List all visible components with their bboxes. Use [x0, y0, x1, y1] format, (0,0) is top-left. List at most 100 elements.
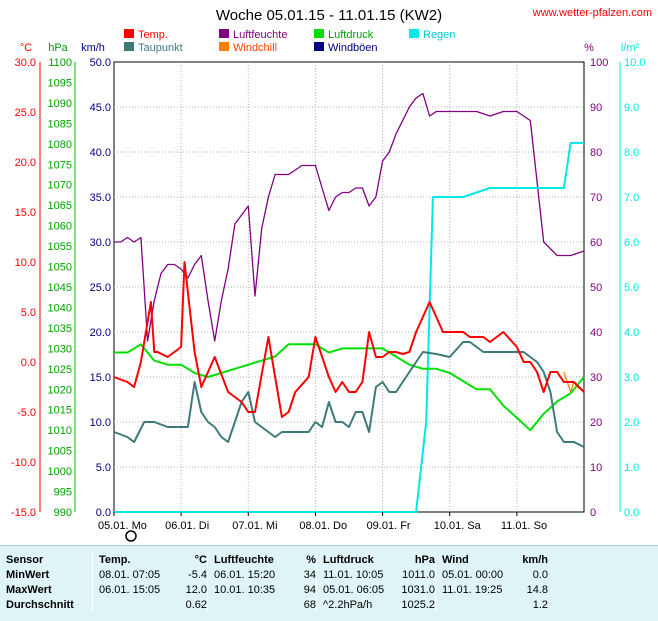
- stats-hum-value: 68: [303, 598, 316, 611]
- stats-wind-time: 11.01. 19:25: [435, 582, 508, 597]
- tick-pressure: 1080: [48, 139, 72, 151]
- legend-swatch: [314, 42, 324, 51]
- stats-temp-value: 12.0: [185, 583, 207, 596]
- tick-pressure: 1090: [48, 98, 72, 110]
- stats-header-wind: Wind: [435, 552, 508, 567]
- legend: Temp. Luftfeuchte Luftdruck Regen Taupunkt Wi…: [124, 29, 455, 54]
- tick-wind: 45.0: [90, 102, 111, 114]
- axis-unit-pressure: hPa: [48, 42, 68, 54]
- tick-humidity: 50: [590, 282, 602, 294]
- tick-pressure: 1010: [48, 425, 72, 437]
- tick-wind: 5.0: [96, 462, 111, 474]
- tick-pressure: 1025: [48, 364, 72, 376]
- stats-wind-value: 14.8: [526, 583, 548, 596]
- stats-header-wind-unit: km/h: [522, 553, 548, 566]
- tick-pressure: 1065: [48, 200, 72, 212]
- axis-unit-rain: l/m²: [621, 42, 640, 54]
- stats-header-hum-unit: %: [306, 553, 316, 566]
- tick-temp: 20.0: [15, 157, 36, 169]
- stats-panel: Sensor Temp. °C Luftfeuchte % Luftdruck …: [0, 545, 658, 621]
- stats-temp-value: 0.62: [185, 598, 207, 611]
- tick-humidity: 80: [590, 147, 602, 159]
- tick-humidity: 100: [590, 57, 608, 69]
- tick-wind: 40.0: [90, 147, 111, 159]
- tick-temp: -5.0: [17, 407, 36, 419]
- tick-pressure: 995: [54, 487, 72, 499]
- tick-pressure: 990: [54, 507, 72, 519]
- stats-header-press: Luftdruck: [316, 552, 397, 567]
- x-label: 07.01. Mi: [232, 520, 277, 532]
- x-label: 08.01. Do: [299, 520, 347, 532]
- stats-row-label: MaxWert: [6, 583, 52, 596]
- tick-wind: 30.0: [90, 237, 111, 249]
- tick-pressure: 1005: [48, 446, 72, 458]
- tick-pressure: 1095: [48, 77, 72, 89]
- stats-header-press-unit: hPa: [414, 553, 435, 566]
- tick-pressure: 1045: [48, 282, 72, 294]
- stats-hum-time: 06.01. 15:20: [207, 567, 296, 582]
- tick-pressure: 1035: [48, 323, 72, 335]
- tick-rain: 8.0: [624, 147, 639, 159]
- tick-wind: 10.0: [90, 417, 111, 429]
- tick-temp: 25.0: [15, 107, 36, 119]
- tick-humidity: 0: [590, 507, 596, 519]
- stats-temp-time: 06.01. 15:05: [92, 582, 169, 597]
- tick-pressure: 1030: [48, 343, 72, 355]
- series-group: [113, 92, 585, 513]
- legend-swatch: [314, 29, 324, 38]
- stats-header-temp-unit: °C: [194, 553, 207, 566]
- tick-rain: 7.0: [624, 192, 639, 204]
- stats-hum-value: 94: [303, 583, 316, 596]
- tick-pressure: 1055: [48, 241, 72, 253]
- tick-humidity: 40: [590, 327, 602, 339]
- tick-rain: 0.0: [624, 507, 639, 519]
- time-marker-icon: [125, 530, 137, 542]
- stats-wind-time: [435, 597, 508, 612]
- legend-swatch: [124, 29, 134, 38]
- stats-wind-time: 05.01. 00:00: [435, 567, 508, 582]
- legend-swatch: [409, 29, 419, 38]
- legend-label: Luftfeuchte: [233, 29, 287, 41]
- legend-swatch: [219, 42, 229, 51]
- stats-press-time: 11.01. 10:05: [316, 567, 397, 582]
- x-axis-labels: 05.01. Mo 06.01. Di 07.01. Mi 08.01. Do 09.0…: [98, 512, 547, 532]
- stats-table: Sensor Temp. °C Luftfeuchte % Luftdruck …: [0, 552, 548, 612]
- tick-humidity: 90: [590, 102, 602, 114]
- stats-press-time: ^2.2hPa/h: [316, 597, 397, 612]
- legend-label: Windchill: [233, 42, 277, 54]
- series-temp: [113, 261, 585, 418]
- stats-temp-value: -5.4: [188, 568, 207, 581]
- legend-label: Windböen: [328, 42, 378, 54]
- tick-pressure: 1070: [48, 180, 72, 192]
- tick-rain: 10.0: [624, 57, 645, 69]
- stats-press-value: 1025.2: [401, 598, 435, 611]
- series-luftfeuchte: [114, 92, 585, 342]
- tick-wind: 15.0: [90, 372, 111, 384]
- tick-humidity: 10: [590, 462, 602, 474]
- tick-pressure: 1020: [48, 384, 72, 396]
- tick-rain: 6.0: [624, 237, 639, 249]
- tick-wind: 20.0: [90, 327, 111, 339]
- tick-pressure: 1085: [48, 118, 72, 130]
- tick-pressure: 1040: [48, 302, 72, 314]
- chart-title: Woche 05.01.15 - 11.01.15 (KW2): [216, 7, 442, 24]
- axis-unit-humidity: %: [584, 42, 594, 54]
- website-link[interactable]: www.wetter-pfalzen.com: [532, 7, 652, 19]
- legend-swatch: [124, 42, 134, 51]
- x-label: 10.01. Sa: [434, 520, 482, 532]
- tick-humidity: 70: [590, 192, 602, 204]
- tick-wind: 50.0: [90, 57, 111, 69]
- stats-press-time: 05.01. 06:05: [316, 582, 397, 597]
- stats-row-label: Durchschnitt: [6, 598, 74, 611]
- tick-pressure: 1060: [48, 221, 72, 233]
- stats-temp-time: [92, 597, 169, 612]
- stats-temp-time: 08.01. 07:05: [92, 567, 169, 582]
- tick-humidity: 20: [590, 417, 602, 429]
- legend-label: Regen: [423, 29, 455, 41]
- stats-press-value: 1031.0: [401, 583, 435, 596]
- stats-row-label: MinWert: [6, 568, 50, 581]
- grid: [114, 62, 584, 512]
- tick-temp: 15.0: [15, 207, 36, 219]
- legend-label: Luftdruck: [328, 29, 374, 41]
- tick-temp: 30.0: [15, 57, 36, 69]
